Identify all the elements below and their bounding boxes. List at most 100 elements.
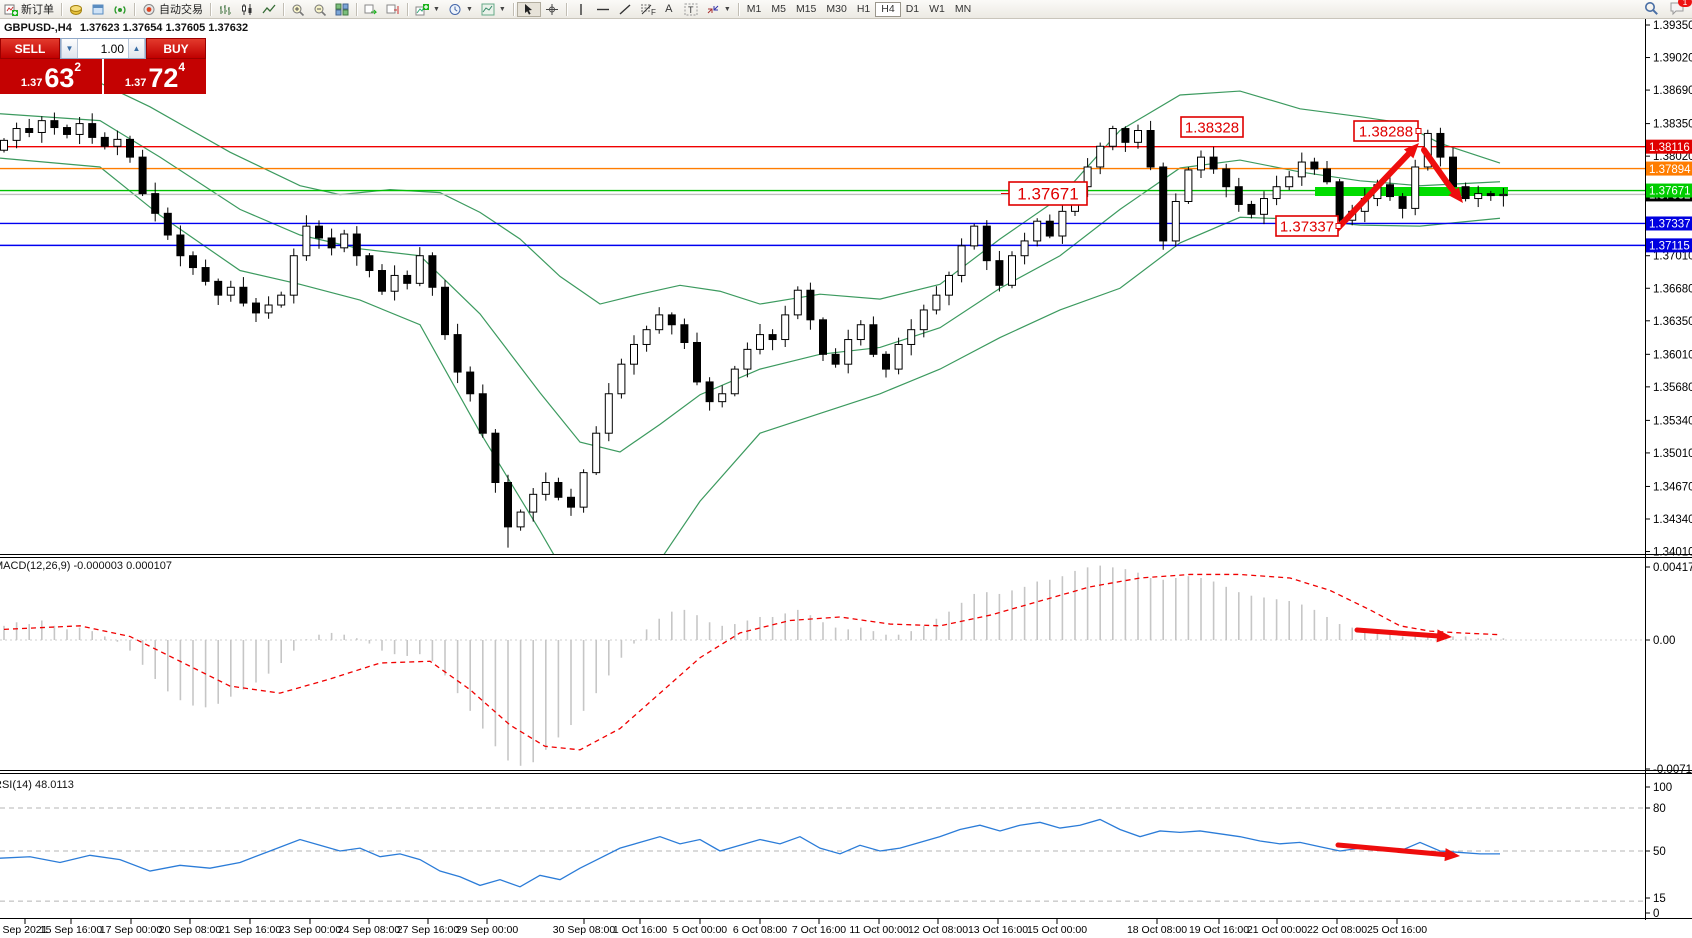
candle-body	[327, 237, 336, 249]
notification-badge: 1	[1678, 0, 1692, 7]
candle-body	[1008, 255, 1016, 286]
candle-body	[856, 324, 865, 341]
sell-price[interactable]: 1.37 63 2	[0, 59, 102, 94]
line-chart-icon[interactable]	[258, 3, 280, 16]
tile-windows-icon[interactable]	[331, 3, 353, 16]
accounts-icon[interactable]	[87, 3, 109, 16]
tf-m30[interactable]: M30	[826, 2, 847, 15]
tf-m15[interactable]: M15	[795, 2, 817, 15]
annotation-arrowhead	[1448, 187, 1463, 203]
candle-body	[1247, 203, 1256, 215]
signal-icon[interactable]	[109, 3, 131, 16]
text-icon[interactable]: A	[665, 2, 673, 15]
candlestick-icon[interactable]	[236, 3, 258, 16]
candle-body	[617, 363, 626, 395]
axis-price-label: 1.37671	[1649, 186, 1691, 198]
candle-body	[819, 319, 827, 355]
candle-body	[541, 482, 550, 495]
tf-d1[interactable]: D1	[905, 2, 920, 15]
candle-body	[1209, 156, 1218, 170]
crosshair-icon[interactable]	[541, 3, 563, 16]
volume-input[interactable]	[78, 39, 128, 58]
tf-m1[interactable]: M1	[746, 2, 762, 15]
text-label-icon[interactable]: T	[680, 3, 702, 16]
candle-body	[831, 353, 840, 365]
cursor-icon[interactable]	[516, 1, 541, 17]
candle-body	[264, 304, 273, 314]
candle-body	[793, 289, 802, 316]
vertical-line-icon[interactable]	[570, 3, 592, 16]
rsi-axis-label: 80	[1653, 803, 1666, 815]
sell-button[interactable]: SELL	[0, 38, 60, 59]
time-label: 15 Sep 16:00	[40, 924, 103, 936]
price-tag-text: 1.38288	[1359, 123, 1413, 140]
trendline-icon[interactable]	[614, 3, 636, 16]
candle-body	[390, 274, 399, 292]
candle-body	[1146, 130, 1155, 168]
tf-h1[interactable]: H1	[856, 2, 871, 15]
buy-button[interactable]: BUY	[146, 38, 206, 59]
notifications-icon[interactable]: 1	[1669, 0, 1692, 21]
time-label: 29 Sep 00:00	[456, 924, 519, 936]
horizontal-line-icon[interactable]	[592, 3, 614, 16]
candle-body	[705, 381, 714, 403]
rsi-legend: RSI(14) 48.0113	[0, 779, 74, 791]
svg-text:F: F	[651, 8, 656, 16]
candle-body	[1386, 184, 1394, 198]
zoom-in-icon[interactable]	[287, 3, 309, 16]
axis-tick-label: 1.34010	[1653, 547, 1692, 559]
candle-body	[25, 128, 34, 133]
macd-axis-label: 0.00	[1653, 635, 1675, 647]
candle-body	[894, 343, 903, 370]
axis-tick-label: 1.35340	[1653, 415, 1692, 427]
templates-button[interactable]: ▼	[477, 1, 510, 17]
tf-w1[interactable]: W1	[929, 2, 945, 15]
volume-decrease-button[interactable]: ▼	[61, 39, 78, 58]
candle-body	[365, 255, 374, 272]
tf-mn[interactable]: MN	[954, 2, 972, 15]
indicators-button[interactable]: ▼	[411, 1, 444, 17]
zoom-out-icon[interactable]	[309, 3, 331, 16]
deposit-icon[interactable]	[65, 3, 87, 16]
candle-body	[415, 255, 424, 284]
fibonacci-icon[interactable]: F	[636, 3, 658, 16]
buy-price[interactable]: 1.37 72 4	[104, 59, 206, 94]
candle-body	[113, 138, 122, 147]
candle-body	[970, 225, 979, 247]
candle-body	[126, 138, 134, 158]
volume-increase-button[interactable]: ▲	[128, 39, 145, 58]
time-label: 18 Oct 08:00	[1127, 924, 1187, 936]
candle-body	[743, 348, 752, 370]
auto-trading-label: 自动交易	[159, 4, 203, 16]
periods-button[interactable]: ▼	[444, 1, 477, 17]
axis-tick-label: 1.35680	[1653, 382, 1692, 394]
candle-body	[1474, 193, 1483, 200]
tf-h4[interactable]: H4	[875, 1, 901, 17]
arrows-button[interactable]: ▼	[702, 1, 735, 17]
candle-body	[252, 302, 260, 314]
tf-m5[interactable]: M5	[771, 2, 786, 15]
chart-shift-icon[interactable]	[382, 3, 404, 16]
candle-body	[88, 123, 97, 138]
template-icon	[481, 3, 495, 16]
auto-trading-button[interactable]: 自动交易	[138, 1, 207, 17]
auto-scroll-icon[interactable]	[360, 3, 382, 16]
candle-body	[75, 123, 84, 135]
indicators-icon	[415, 3, 429, 16]
candle-body	[1449, 156, 1457, 188]
new-order-button[interactable]: 新订单	[0, 1, 58, 17]
search-icon[interactable]	[1644, 1, 1659, 21]
candle-body	[768, 334, 777, 341]
axis-tick-label: 1.38350	[1653, 119, 1692, 131]
candle-body	[1108, 128, 1117, 147]
price-tag-box	[1008, 181, 1088, 206]
candle-body	[441, 286, 449, 336]
candle-body	[214, 280, 223, 296]
bar-chart-icon[interactable]	[214, 3, 236, 16]
candle-body	[1272, 186, 1281, 200]
candle-body	[0, 139, 8, 151]
candle-body	[957, 245, 966, 276]
candle-body	[693, 341, 701, 383]
candle-body	[1033, 220, 1042, 242]
